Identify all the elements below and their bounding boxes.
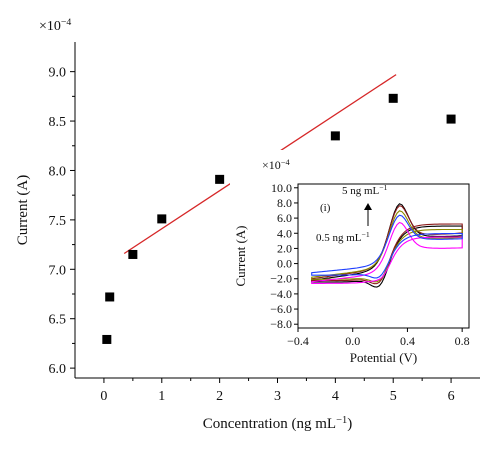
inset-y-axis-title: Current (A) [233, 225, 248, 286]
main-x-axis-title: Concentration (ng mL−1) [203, 415, 352, 433]
inset-cv-curve [311, 214, 463, 279]
inset-cv-curve [311, 205, 463, 285]
inset-x-tick-label: 0.8 [455, 334, 470, 348]
main-x-axis-title-part-2: ) [347, 416, 352, 432]
inset-y-tick-label: 8.0 [277, 196, 292, 210]
inset-y-tick-label: 4.0 [277, 226, 292, 240]
inset-bottom-annotation: 0.5 ng mL−1 [316, 230, 370, 245]
main-data-point [388, 93, 398, 103]
main-data-point [446, 114, 456, 124]
inset-y-tick-label: −6.0 [270, 302, 292, 316]
inset-panel-label: (i) [320, 202, 331, 214]
inset-y-multiplier: ×10−4 [262, 158, 291, 173]
main-x-tick-label: 3 [274, 389, 281, 404]
main-data-point [102, 334, 112, 344]
inset-background [230, 150, 485, 372]
main-x-tick-label: 5 [390, 389, 397, 404]
inset-x-tick-label: −0.4 [287, 334, 309, 348]
main-y-axis-title: Current (A) [15, 175, 31, 245]
main-x-tick-label: 4 [332, 389, 339, 404]
inset-y-tick-label: −2.0 [270, 272, 292, 286]
main-data-point [157, 214, 167, 224]
main-data-point [105, 292, 115, 302]
inset-top-annotation-part-1: −1 [379, 183, 387, 192]
inset-y-tick-label: 10.0 [271, 181, 292, 195]
inset-y-tick-label: 2.0 [277, 241, 292, 255]
main-x-axis-title-part-0: Concentration (ng mL [203, 416, 336, 432]
inset-y-tick-label: 0.0 [277, 257, 292, 271]
inset-top-annotation: 5 ng mL−1 [342, 183, 388, 198]
main-y-tick-label: 7.5 [49, 214, 67, 229]
main-data-point [128, 249, 138, 259]
inset-frame [297, 183, 470, 329]
inset-cv-curve [311, 210, 463, 283]
inset-x-tick-label: 0.0 [345, 334, 360, 348]
main-y-tick-label: 6.0 [49, 362, 67, 377]
main-x-axis-title-part-1: −1 [336, 415, 347, 426]
inset-y-multiplier-part-1: −4 [281, 158, 291, 167]
inset-y-tick-label: −8.0 [270, 317, 292, 331]
main-x-tick-label: 0 [100, 389, 107, 404]
main-y-tick-label: 9.0 [49, 66, 67, 81]
main-y-tick-label: 8.5 [49, 115, 67, 130]
inset-x-axis-title: Potential (V) [350, 350, 418, 365]
main-x-tick-label: 6 [448, 389, 455, 404]
main-x-tick-label: 1 [158, 389, 165, 404]
inset-top-annotation-part-0: 5 ng mL [342, 185, 380, 197]
inset-y-multiplier-part-0: ×10 [262, 158, 281, 172]
inset-y-tick-label: 6.0 [277, 211, 292, 225]
main-y-multiplier-part-1: −4 [61, 17, 72, 28]
inset-arrow-head [364, 203, 372, 210]
inset-y-tick-label: −4.0 [270, 287, 292, 301]
main-data-point [330, 131, 340, 141]
main-data-point [215, 174, 225, 184]
main-y-tick-label: 7.0 [49, 263, 67, 278]
main-y-multiplier: ×10−4 [39, 17, 71, 35]
inset-bottom-annotation-part-0: 0.5 ng mL [316, 232, 362, 244]
inset-x-tick-label: 0.4 [400, 334, 415, 348]
main-y-multiplier-part-0: ×10 [39, 19, 61, 34]
main-y-tick-label: 8.0 [49, 164, 67, 179]
inset-bottom-annotation-part-1: −1 [362, 230, 370, 239]
main-y-tick-label: 6.5 [49, 313, 67, 328]
main-x-tick-label: 2 [216, 389, 223, 404]
